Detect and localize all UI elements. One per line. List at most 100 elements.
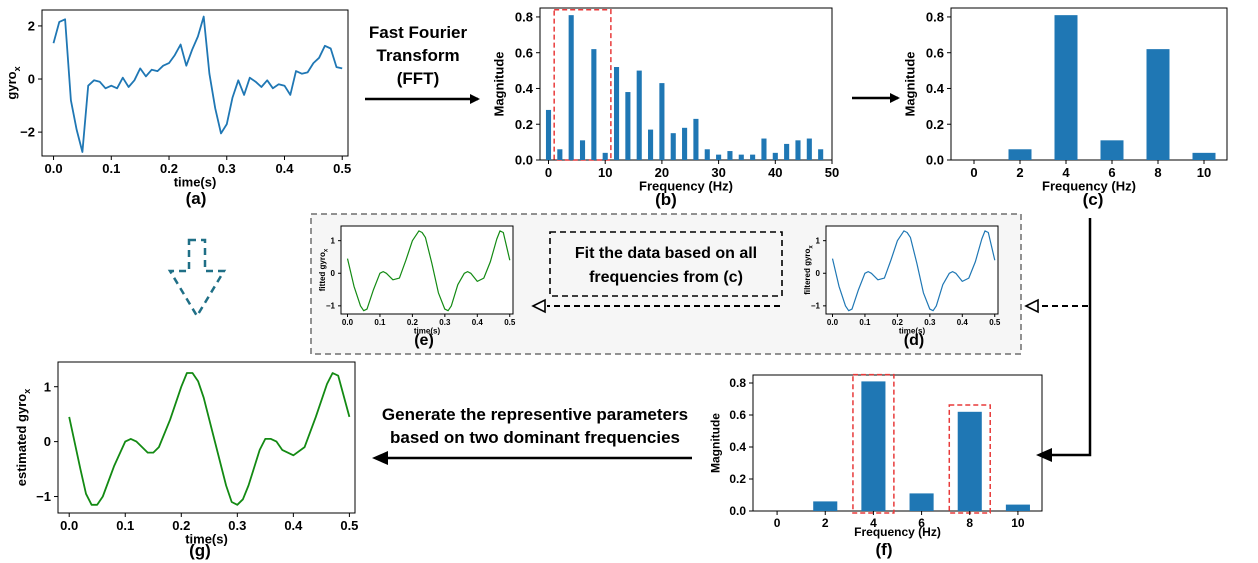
panel-label-c: (c) bbox=[1083, 190, 1104, 209]
y-tick-label: 0.0 bbox=[515, 153, 533, 168]
bar-42hz bbox=[784, 143, 790, 160]
chart-b-fft-spectrum: 0 10 20 30 40 50 0.0 0.2 0.4 0.6 0.8 Frequency (Hz)… bbox=[492, 7, 839, 194]
bar-10hz bbox=[1005, 504, 1030, 511]
y-tick-label: 0.8 bbox=[926, 9, 944, 24]
bar-8hz bbox=[1146, 49, 1170, 161]
bar-20hz bbox=[659, 83, 665, 160]
bar-6hz bbox=[579, 140, 586, 160]
y-tick-label: 0 bbox=[331, 269, 336, 278]
x-axis-label: Frequency (Hz) bbox=[1042, 179, 1136, 194]
connector-c-to-f bbox=[1048, 218, 1092, 457]
bar-6hz bbox=[909, 493, 934, 511]
y-axis-label: estimated gyrox bbox=[14, 389, 32, 487]
bar-38hz bbox=[761, 138, 767, 160]
bar-6hz bbox=[1100, 140, 1124, 160]
bar-8hz bbox=[957, 411, 982, 511]
y-tick-label: 0.0 bbox=[729, 504, 746, 518]
x-tick-label: 4 bbox=[1062, 165, 1070, 180]
bar-28hz bbox=[704, 149, 710, 160]
x-tick-label: 0.1 bbox=[116, 518, 134, 533]
x-tick-label: 40 bbox=[768, 165, 782, 180]
x-tick-label: 0.0 bbox=[342, 318, 354, 327]
x-tick-label: 8 bbox=[966, 516, 973, 530]
bar-22hz bbox=[670, 133, 676, 160]
x-tick-label: 0.3 bbox=[218, 161, 236, 176]
x-tick-label: 20 bbox=[655, 165, 669, 180]
arrow-f-to-g-head bbox=[372, 451, 388, 465]
bar-8hz bbox=[591, 49, 597, 161]
y-tick-label: 0.8 bbox=[515, 9, 533, 24]
x-tick-label: 0.0 bbox=[45, 161, 63, 176]
bar-16hz bbox=[636, 70, 642, 160]
x-tick-label: 0.2 bbox=[892, 318, 904, 327]
y-tick-label: 0.2 bbox=[515, 117, 533, 132]
bar-4hz bbox=[1054, 15, 1078, 161]
arrow-c-to-fit-panel-head bbox=[1024, 298, 1039, 314]
bar-2hz bbox=[813, 501, 838, 511]
x-tick-label: 0.2 bbox=[172, 518, 190, 533]
y-tick-label: 0.0 bbox=[926, 153, 944, 168]
x-tick-label: 0.2 bbox=[160, 161, 178, 176]
x-axis-label: time(s) bbox=[174, 175, 217, 190]
x-tick-label: 6 bbox=[918, 516, 925, 530]
bar-14hz bbox=[625, 92, 631, 160]
panel-label-a: (a) bbox=[186, 189, 207, 208]
generate-label-line1: Generate the representive parameters bbox=[382, 405, 688, 424]
series-line bbox=[52, 15, 343, 153]
fit-label-line1: Fit the data based on all bbox=[575, 245, 757, 262]
x-tick-label: 0.1 bbox=[374, 318, 386, 327]
bar-40hz bbox=[772, 152, 778, 160]
y-tick-label: 0.4 bbox=[729, 440, 746, 454]
x-axis-label: time(s) bbox=[899, 326, 926, 335]
y-axis-label-subscript: x bbox=[323, 248, 329, 252]
bar-44hz bbox=[795, 140, 801, 160]
x-tick-label: 6 bbox=[1108, 165, 1115, 180]
y-tick-label: 0.4 bbox=[926, 81, 945, 96]
y-tick-label: 0.6 bbox=[729, 408, 746, 422]
y-tick-label: −1 bbox=[811, 302, 821, 311]
y-axis-label-subscript: x bbox=[808, 245, 814, 249]
fit-text-box bbox=[549, 231, 783, 297]
y-tick-label: 0.6 bbox=[515, 45, 533, 60]
chart-f-dominant-frequencies: 0 2 4 6 8 10 0.0 0.2 0.4 0.6 0.8 Frequency (Hz) Magn… bbox=[708, 373, 1043, 539]
bar-2hz bbox=[1008, 149, 1032, 160]
bar-24hz bbox=[682, 127, 688, 160]
y-tick-label: 1 bbox=[331, 236, 336, 245]
x-tick-label: 0.0 bbox=[60, 518, 78, 533]
y-tick-label: 0.8 bbox=[729, 376, 746, 390]
y-tick-label: 2 bbox=[28, 18, 35, 33]
chart-g-estimated-gyro: 0.0 0.1 0.2 0.3 0.4 0.5 −1 0 1 time(s) estimated g… bbox=[14, 361, 358, 547]
dashed-down-arrow-a-to-g bbox=[167, 238, 227, 319]
x-tick-label: 0.1 bbox=[859, 318, 871, 327]
y-tick-label: 0.2 bbox=[926, 117, 944, 132]
x-tick-label: 0.3 bbox=[439, 318, 451, 327]
x-tick-label: 0.1 bbox=[102, 161, 120, 176]
fit-label-line2: frequencies from (c) bbox=[589, 269, 743, 286]
bar-4hz bbox=[861, 381, 886, 511]
fft-label-line3: (FFT) bbox=[397, 69, 439, 88]
x-tick-label: 50 bbox=[825, 165, 839, 180]
plot-frame bbox=[752, 374, 1043, 512]
x-tick-label: 0.5 bbox=[333, 161, 351, 176]
y-tick-label: −2 bbox=[20, 125, 35, 140]
y-axis-label-subscript: x bbox=[12, 66, 22, 71]
x-tick-label: 10 bbox=[1011, 516, 1025, 530]
y-axis-label: Magnitude bbox=[903, 52, 918, 117]
x-tick-label: 0.2 bbox=[407, 318, 419, 327]
x-tick-label: 0.4 bbox=[957, 318, 969, 327]
series-line bbox=[68, 372, 351, 506]
chart-a-raw-gyro: 0.0 0.1 0.2 0.3 0.4 0.5 −2 0 2 time(s) gyrox bbox=[4, 9, 351, 190]
y-axis-label-subscript: x bbox=[22, 389, 32, 394]
y-axis-label: filtered gyrox bbox=[803, 245, 814, 295]
panel-label-d: (d) bbox=[904, 332, 924, 349]
panel-label-f: (f) bbox=[876, 540, 893, 559]
y-axis-label: Magnitude bbox=[708, 413, 722, 473]
bar-48hz bbox=[818, 149, 824, 160]
y-tick-label: 0.6 bbox=[926, 45, 944, 60]
x-axis-label: Frequency (Hz) bbox=[639, 179, 733, 194]
x-tick-label: 0.3 bbox=[228, 518, 246, 533]
panel-label-g: (g) bbox=[189, 541, 211, 560]
y-tick-label: 0.2 bbox=[729, 472, 746, 486]
fft-label-line2: Transform bbox=[376, 46, 459, 65]
